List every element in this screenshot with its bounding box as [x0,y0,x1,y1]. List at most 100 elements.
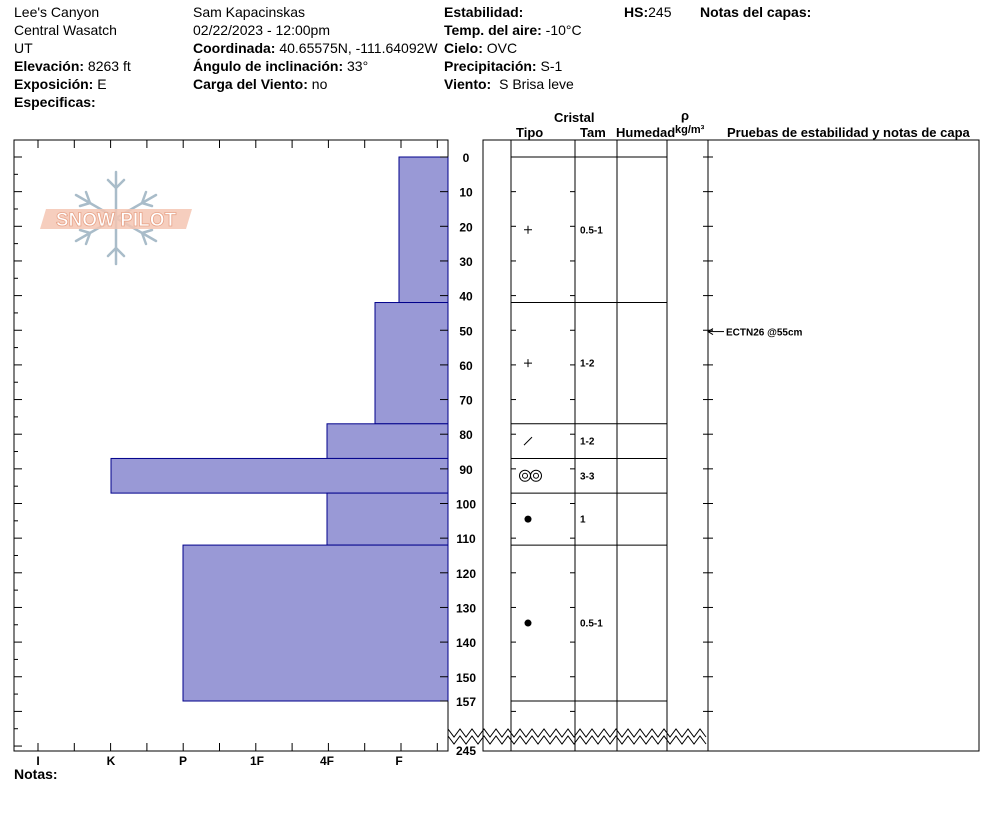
crystal-size: 1 [580,515,586,526]
slope-value: 33° [347,58,369,74]
depth-label: 100 [456,498,476,512]
coord-label: Coordinada: [193,40,276,56]
crystal-symbol-ring [530,469,542,482]
depth-label: 130 [456,601,476,615]
hs-value: 245 [648,4,672,20]
precip-label: Precipitación: [444,58,537,74]
hardness-axis-ticks [14,140,438,751]
precipitation: Precipitación: S-1 [444,58,562,74]
hardness-axis-labels: I K P 1F 4F F [36,754,402,768]
crystal-size: 0.5-1 [580,225,603,236]
windload-label: Carga del Viento: [193,76,308,92]
crystal-size: 1-2 [580,437,595,448]
coordinates: Coordinada: 40.65575N, -111.64092W [193,40,438,56]
crystal-symbol-ring [522,472,528,479]
depth-label: 110 [456,532,476,546]
sky-label: Cielo: [444,40,483,56]
crystal-size: 3-3 [580,471,595,482]
notes-label: Notas: [14,766,58,782]
wind-value: S Brisa leve [499,76,574,92]
hardness-label: 4F [320,754,334,768]
crystal-symbol-ring [519,469,531,482]
aspect-value: E [97,76,107,92]
humidity-header: Humedad [616,125,676,140]
test-label: ECTN26 @55cm [726,328,803,339]
tests-header: Pruebas de estabilidad y notas de capa [727,125,970,140]
slope-label: Ángulo de inclinación: [193,58,344,74]
depth-label: 80 [459,428,473,442]
crystal-symbol-dot [524,515,532,523]
aspect: Exposición: E [14,76,107,92]
crystal-symbol-slash [523,436,533,446]
depth-break-zigzag [447,727,707,745]
depth-label: 60 [459,359,473,373]
sky-value: OVC [486,40,518,56]
depth-label: 20 [459,220,473,234]
size-header: Tam [580,125,606,140]
airtemp-label: Temp. del aire: [444,22,542,38]
range: Central Wasatch [14,22,117,38]
depth-label: 30 [459,255,473,269]
hardness-bars [110,156,449,702]
depth-label: 10 [459,186,473,200]
hardness-bar [110,457,449,494]
hardness-bar [326,492,449,546]
crystal-symbol-dot [524,619,532,627]
depth-label: 157 [456,695,476,709]
depth-label: 245 [456,744,476,758]
hardness-label: I [36,754,39,768]
type-header: Tipo [516,125,544,140]
stability-label: Estabilidad: [444,4,524,20]
wind-label: Viento: [444,76,492,92]
depth-label: 70 [459,394,473,408]
depth-label: 0 [463,151,470,165]
density-unit-header: kg/m³ [675,124,705,136]
crystal-ticks [511,156,713,712]
crystal-table-columns [510,140,668,751]
stability-tests: ECTN26 @55cm [707,328,803,339]
snow-height: HS:245 [624,4,671,20]
hardness-label: 1F [250,754,264,768]
depth-label: 40 [459,290,473,304]
crystal-rows: 0.5-1 1-2 1-2 3-3 1 0.5-1 [511,156,667,702]
slope-angle: Ángulo de inclinación: 33° [193,58,368,74]
crystal-symbol-ring [533,472,539,479]
depth-label: 50 [459,324,473,338]
hs-label: HS: [624,4,649,20]
rho-header: ρ [681,108,690,123]
logo-text: SNOW PILOT [56,210,177,231]
depth-label: 140 [456,636,476,650]
crystal-symbol-plus [524,225,532,234]
hardness-bar [398,156,449,304]
depth-label: 150 [456,671,476,685]
sky: Cielo: OVC [444,40,517,56]
elevation-value: 8263 ft [87,58,131,74]
depth-axis: 0 10 20 30 40 50 60 70 80 90 100 110 120 130 140 150 157… [440,151,476,758]
elevation-label: Elevación: [14,58,85,74]
hardness-bar [374,302,449,425]
tests-frame [707,139,980,752]
coord-value: 40.65575N, -111.64092W [279,40,438,56]
wind: Viento: S Brisa leve [444,76,574,92]
state: UT [14,40,33,56]
depth-label: 120 [456,567,476,581]
location: Lee's Canyon [14,4,100,20]
elevation: Elevación: 8263 ft [14,58,131,74]
datetime: 02/22/2023 - 12:00pm [193,22,330,38]
layer-notes-label: Notas del capas: [700,4,812,20]
depth-label: 90 [459,463,473,477]
windload-value: no [311,76,328,92]
hardness-bar [326,423,449,459]
hardness-label: F [395,754,402,768]
test-arrow-head [707,328,714,336]
wind-load: Carga del Viento: no [193,76,327,92]
specifics-label: Especificas: [14,94,96,110]
air-temp: Temp. del aire: -10°C [444,22,582,38]
precip-value: S-1 [540,58,563,74]
snowpilot-logo: SNOW PILOT [40,170,192,266]
hardness-label: K [107,754,116,768]
crystal-size: 1-2 [580,359,595,370]
observer: Sam Kapacinskas [193,4,306,20]
crystal-header: Cristal [554,110,595,125]
